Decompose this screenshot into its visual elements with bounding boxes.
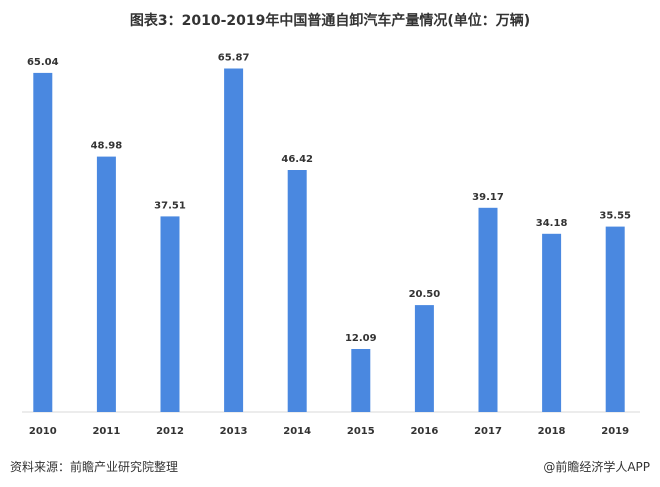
bar-2015 [351,349,371,412]
bar-2016 [414,305,434,412]
x-tick-label-2011: 2011 [92,426,120,437]
chart-title: 图表3：2010-2019年中国普通自卸汽车产量情况(单位：万辆) [129,13,531,29]
brand-credit: @前瞻经济学人APP [543,460,650,474]
bar-2019 [605,226,625,412]
value-label-2017: 39.17 [472,192,504,203]
value-label-group: 65.04 48.98 37.51 65.87 46.42 12.09 20.50 39.17… [27,53,631,345]
bar-2013 [224,68,244,412]
value-label-2012: 37.51 [154,200,186,211]
bar-2018 [542,233,562,412]
value-label-2018: 34.18 [536,218,568,229]
x-tick-label-2015: 2015 [347,426,375,437]
value-label-2019: 35.55 [599,211,631,222]
x-tick-label-2012: 2012 [156,426,184,437]
x-tick-label-2016: 2016 [410,426,438,437]
value-label-2015: 12.09 [345,333,377,344]
value-label-2011: 48.98 [91,141,123,152]
x-tick-label-2010: 2010 [29,426,57,437]
bar-2011 [96,156,116,412]
bar-2012 [160,216,180,412]
source-note: 资料来源：前瞻产业研究院整理 [10,460,179,474]
value-label-2013: 65.87 [218,53,250,64]
bar-2014 [287,170,307,412]
footer: 资料来源：前瞻产业研究院整理 @前瞻经济学人APP [10,458,650,475]
value-label-2016: 20.50 [409,289,441,300]
x-tick-label-2018: 2018 [538,426,566,437]
x-tick-label-group: 2010 2011 2012 2013 2014 2015 2016 2017 2018 2019 [29,426,629,437]
bar-2010 [33,72,53,413]
x-tick-label-2019: 2019 [601,426,629,437]
bar-group [33,68,625,413]
bar-2017 [478,207,498,412]
x-tick-label-2017: 2017 [474,426,502,437]
value-label-2014: 46.42 [281,154,313,165]
x-tick-label-2014: 2014 [283,426,311,437]
x-tick-label-2013: 2013 [220,426,248,437]
value-label-2010: 65.04 [27,57,59,68]
